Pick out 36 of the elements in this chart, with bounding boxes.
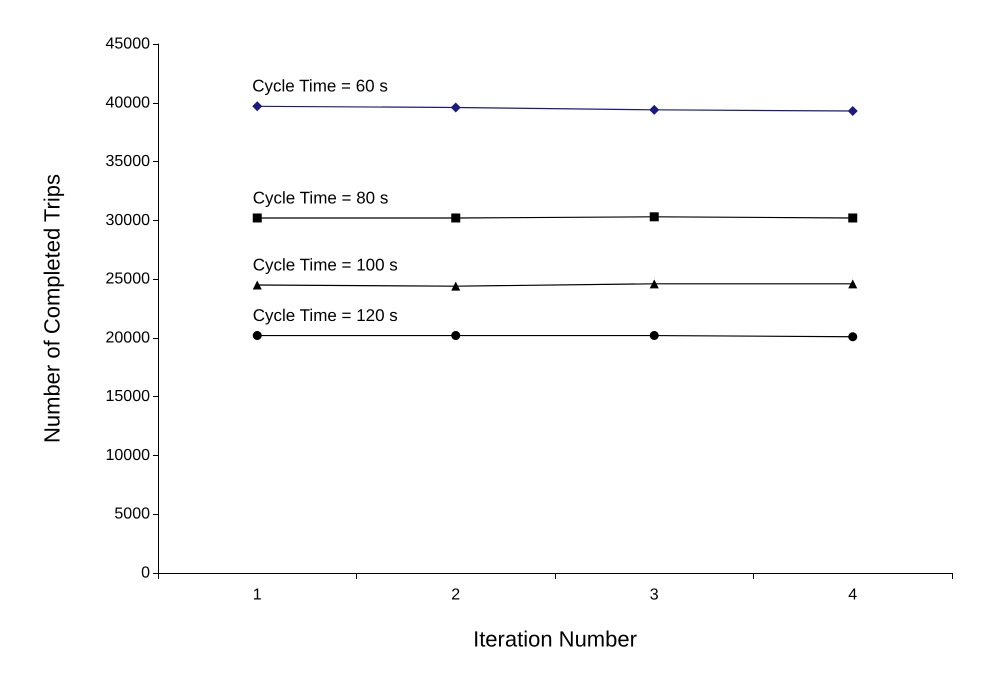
- point: [650, 212, 659, 222]
- point: [252, 331, 262, 340]
- series-label: Cycle Time = 60 s: [252, 76, 388, 96]
- series-label: Cycle Time = 80 s: [252, 188, 388, 208]
- point: [848, 213, 858, 222]
- y-tick-label: 45000: [106, 36, 150, 52]
- point: [848, 332, 858, 342]
- y-tick-label: 25000: [106, 270, 150, 288]
- point: [451, 213, 460, 222]
- y-tick-label: 40000: [106, 94, 150, 112]
- point: [649, 104, 660, 115]
- y-tick-label: 20000: [106, 329, 150, 346]
- point: [848, 279, 858, 288]
- series-label: Cycle Time = 120 s: [252, 306, 398, 326]
- point: [848, 106, 858, 116]
- point: [650, 279, 659, 288]
- point: [252, 280, 262, 290]
- x-tick-label: 4: [848, 586, 858, 604]
- y-tick-label: 35000: [106, 153, 150, 170]
- x-axis-title: Iteration Number: [473, 626, 637, 652]
- y-tick-label: 30000: [106, 212, 150, 229]
- point: [451, 331, 460, 340]
- y-axis-title: Number of Completed Trips: [40, 174, 64, 443]
- point: [252, 213, 262, 222]
- y-tick-label: 10000: [106, 446, 150, 464]
- point: [650, 331, 659, 340]
- y-tick-label: 5000: [114, 506, 150, 523]
- point: [450, 102, 461, 112]
- y-tick-label: 0: [141, 564, 150, 582]
- series-label: Cycle Time = 100 s: [252, 255, 398, 274]
- x-tick-label: 2: [451, 586, 460, 604]
- x-tick-label: 3: [650, 586, 659, 604]
- point: [252, 101, 262, 112]
- y-tick-label: 15000: [106, 388, 150, 406]
- x-tick-label: 1: [252, 586, 262, 604]
- point: [451, 282, 460, 291]
